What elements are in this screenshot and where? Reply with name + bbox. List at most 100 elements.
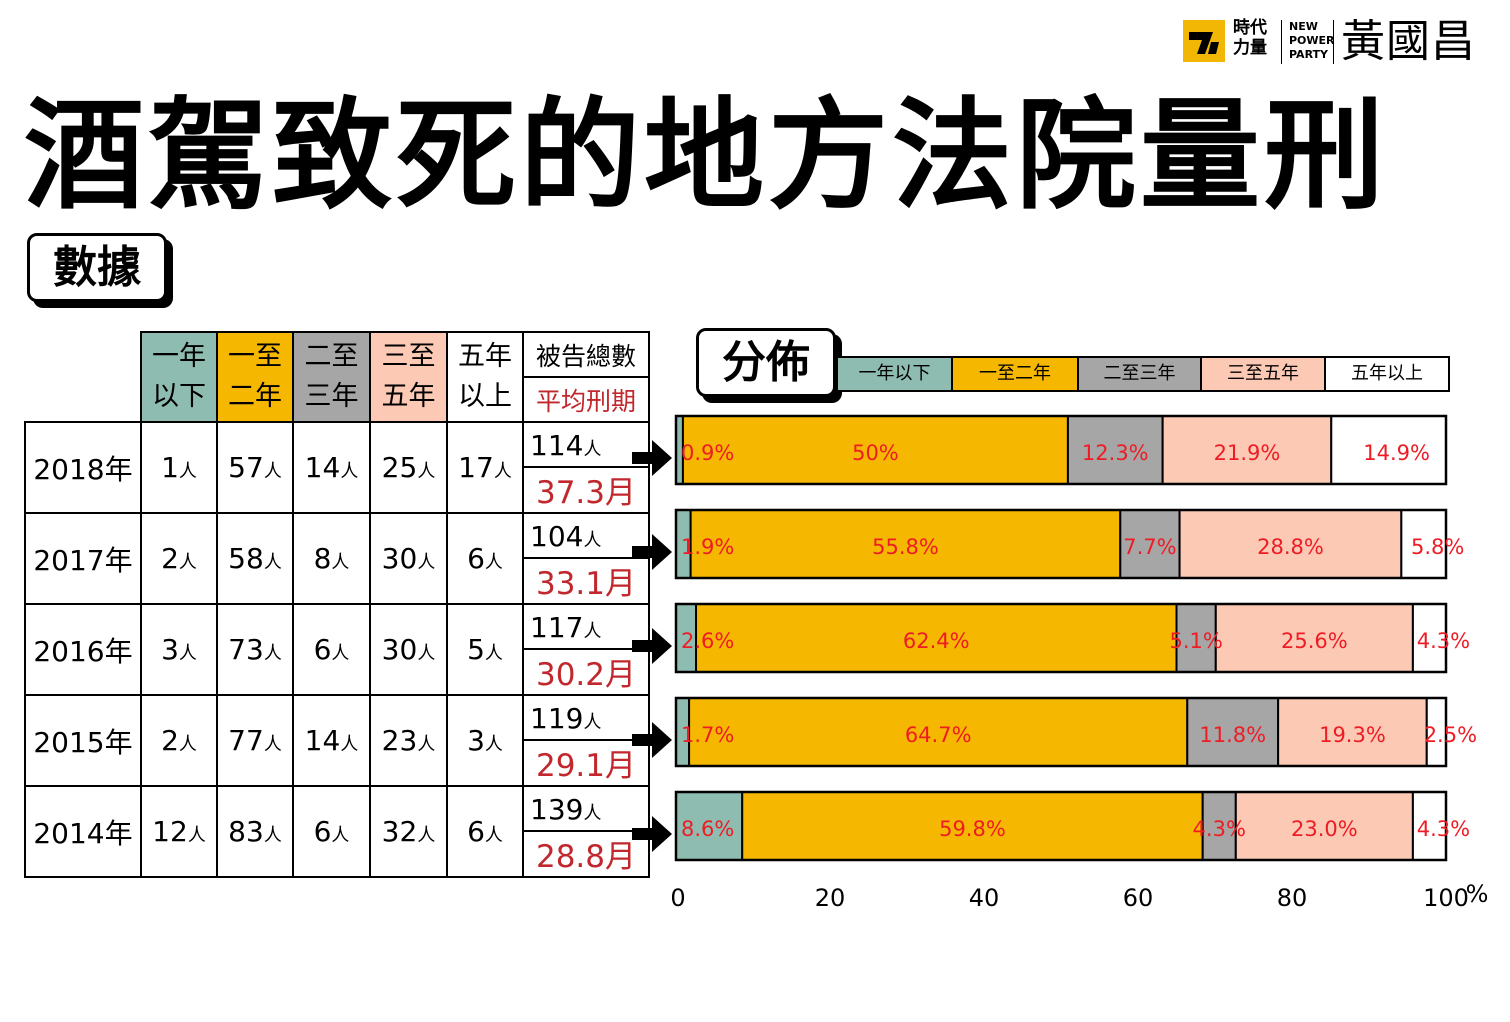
count-cell: 3人 xyxy=(140,603,218,696)
count-cell: 14人 xyxy=(292,421,371,514)
count-value: 58 xyxy=(228,542,264,575)
count-unit: 人 xyxy=(484,734,503,755)
row-arrow-head-icon xyxy=(652,722,672,758)
data-label: 50% xyxy=(852,441,899,465)
count-value: 6 xyxy=(313,633,332,666)
count-cell: 23人 xyxy=(369,694,448,787)
total-average-divider xyxy=(523,830,649,832)
bar-segment xyxy=(1277,697,1428,767)
count-value: 3 xyxy=(467,724,485,757)
count-unit: 人 xyxy=(417,734,436,755)
year-cell: 2014年 xyxy=(24,785,142,878)
count-value: 83 xyxy=(228,815,264,848)
data-label: 23.0% xyxy=(1291,817,1358,841)
count-cell: 6人 xyxy=(446,785,524,878)
bar-segment xyxy=(1175,603,1217,673)
table-row: 2014年 12人 83人 6人 32人 6人 139人 xyxy=(24,785,650,878)
total-unit: 人 xyxy=(583,620,602,642)
count-unit: 人 xyxy=(178,734,197,755)
total-value: 119 xyxy=(530,701,584,735)
bar-segment xyxy=(1330,415,1448,485)
x-tick-label: 20 xyxy=(815,884,846,912)
count-value: 17 xyxy=(458,451,494,484)
total-cell: 104人 xyxy=(522,512,650,558)
data-label: 5.1% xyxy=(1169,629,1222,653)
data-label: 11.8% xyxy=(1199,723,1266,747)
count-cell: 30人 xyxy=(369,603,448,696)
count-unit: 人 xyxy=(263,825,282,846)
table-row-sub: 29.1月 xyxy=(25,740,650,787)
count-cell: 6人 xyxy=(292,603,371,696)
count-value: 73 xyxy=(228,633,264,666)
count-value: 6 xyxy=(467,542,485,575)
data-label: 64.7% xyxy=(905,723,972,747)
total-value: 139 xyxy=(530,792,584,826)
logo-en-line3: PARTY xyxy=(1289,48,1329,61)
count-value: 1 xyxy=(161,451,179,484)
count-unit: 人 xyxy=(417,825,436,846)
header-average: 平均刑期 xyxy=(522,376,650,423)
legend-item: 一至二年 xyxy=(953,358,1079,390)
logo-divider xyxy=(1333,20,1334,64)
logo-mark-icon xyxy=(1183,20,1225,62)
bar-segment xyxy=(1214,603,1414,673)
x-tick-label: 80 xyxy=(1277,884,1308,912)
header-total: 被告總數 xyxy=(522,331,650,378)
legend-item: 三至五年 xyxy=(1202,358,1326,390)
logo-name: 黃國昌 xyxy=(1341,16,1476,67)
header-2-3yr: 二至 三年 xyxy=(292,331,371,423)
bar-outline xyxy=(674,602,1448,674)
table-row: 2016年 3人 73人 6人 30人 5人 117人 xyxy=(24,603,650,696)
logo-zh-line1: 時代 xyxy=(1233,18,1267,38)
count-unit: 人 xyxy=(484,643,503,664)
distribution-section-tag: 分佈 xyxy=(696,328,836,397)
x-tick-label: 60 xyxy=(1123,884,1154,912)
data-label: 28.8% xyxy=(1257,535,1324,559)
count-unit: 人 xyxy=(263,643,282,664)
count-cell: 30人 xyxy=(369,512,448,605)
count-unit: 人 xyxy=(263,461,282,482)
count-value: 23 xyxy=(381,724,418,757)
count-cell: 57人 xyxy=(216,421,294,514)
count-unit: 人 xyxy=(484,552,503,573)
count-value: 77 xyxy=(228,724,264,757)
count-value: 3 xyxy=(161,633,179,666)
count-unit: 人 xyxy=(417,643,436,664)
legend-item: 五年以上 xyxy=(1326,358,1448,390)
data-label: 25.6% xyxy=(1281,629,1348,653)
average-cell: 37.3月 xyxy=(522,467,650,514)
year-cell: 2018年 xyxy=(24,421,142,514)
count-cell: 83人 xyxy=(216,785,294,878)
count-cell: 6人 xyxy=(446,512,524,605)
row-arrow-icon xyxy=(632,640,654,652)
count-unit: 人 xyxy=(178,643,197,664)
row-arrow-head-icon xyxy=(652,816,672,852)
count-unit: 人 xyxy=(178,461,197,482)
bar-outline xyxy=(674,414,1448,486)
table-row: 2018年 1人 57人 14人 25人 17人 114人 xyxy=(24,421,650,514)
data-label: 7.7% xyxy=(1123,535,1176,559)
count-unit: 人 xyxy=(331,643,350,664)
average-cell: 28.8月 xyxy=(522,831,650,878)
total-average-divider xyxy=(523,557,649,559)
table-row: 2015年 2人 77人 14人 23人 3人 119人 xyxy=(24,694,650,787)
count-value: 8 xyxy=(313,542,332,575)
count-unit: 人 xyxy=(484,825,503,846)
x-tick-label: 0 xyxy=(670,884,685,912)
data-label: 4.3% xyxy=(1417,817,1470,841)
logo-divider xyxy=(1281,20,1282,64)
x-tick-label: 100 xyxy=(1423,884,1469,912)
row-arrow-icon xyxy=(632,452,654,464)
logo-zh-line2: 力量 xyxy=(1233,38,1267,58)
data-label: 12.3% xyxy=(1082,441,1149,465)
logo-en-line1: NEW xyxy=(1289,20,1318,33)
data-label: 19.3% xyxy=(1319,723,1386,747)
count-unit: 人 xyxy=(187,825,206,846)
total-cell: 114人 xyxy=(522,421,650,467)
row-arrow-head-icon xyxy=(652,628,672,664)
count-cell: 2人 xyxy=(140,694,218,787)
total-average-divider xyxy=(523,466,649,468)
count-unit: 人 xyxy=(178,552,197,573)
table-row-sub: 28.8月 xyxy=(25,831,650,878)
